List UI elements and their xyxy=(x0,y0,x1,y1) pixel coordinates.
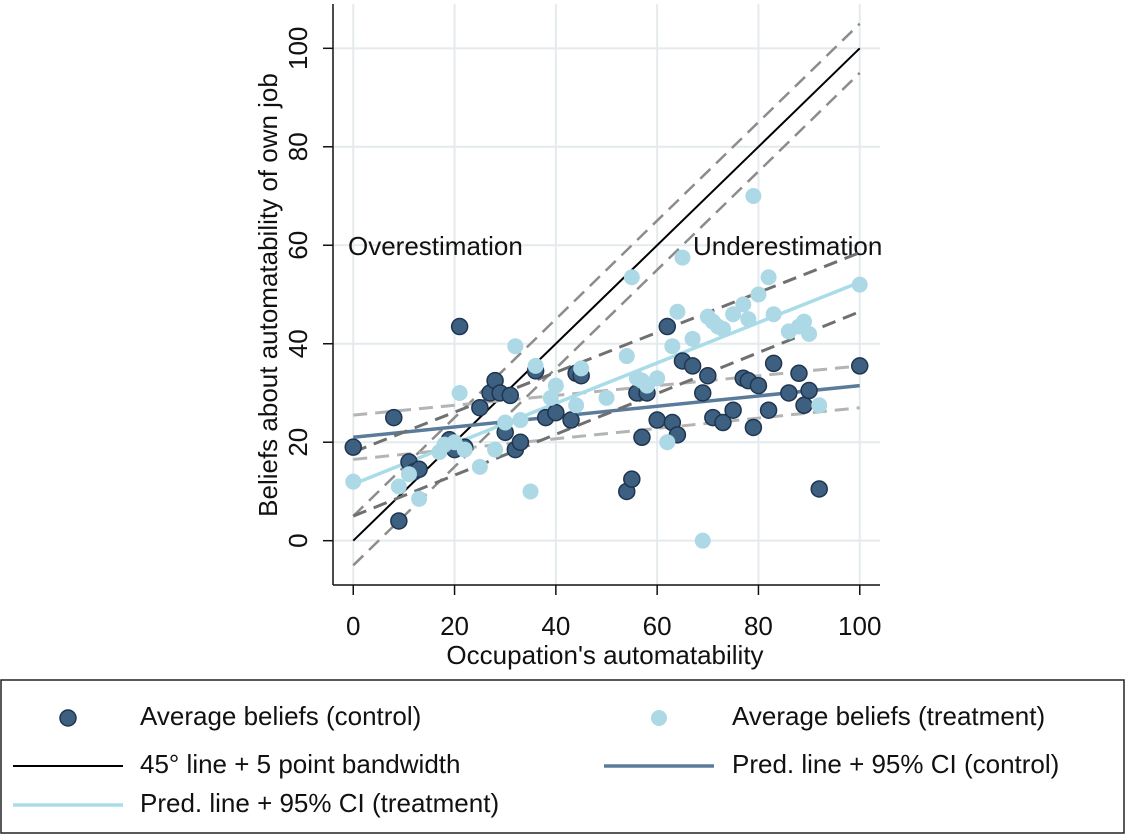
y-tick-label: 40 xyxy=(283,329,313,358)
y-tick-label: 100 xyxy=(283,27,313,70)
x-tick-label: 100 xyxy=(838,611,881,641)
legend-marker xyxy=(651,710,667,726)
band-line xyxy=(352,22,861,517)
data-point xyxy=(780,384,798,402)
data-point xyxy=(547,403,565,422)
pred-line xyxy=(353,383,860,440)
data-point xyxy=(801,325,818,342)
pred-line xyxy=(352,47,861,542)
data-point xyxy=(542,389,559,406)
legend-label: Average beliefs (treatment) xyxy=(732,701,1045,731)
ci-line xyxy=(352,310,861,518)
y-tick-label: 60 xyxy=(283,231,313,260)
y-tick-label: 20 xyxy=(283,428,313,457)
data-point xyxy=(693,384,712,402)
data-point xyxy=(674,249,691,266)
data-point xyxy=(744,418,763,437)
y-tick-label: 0 xyxy=(283,533,313,547)
data-point xyxy=(512,412,529,429)
data-point xyxy=(547,377,564,394)
y-tick-label: 80 xyxy=(283,132,313,161)
data-point xyxy=(649,370,666,387)
data-point xyxy=(760,269,777,286)
data-point xyxy=(759,401,778,419)
data-point xyxy=(471,398,489,417)
x-tick-label: 20 xyxy=(440,611,469,641)
data-point xyxy=(745,188,762,205)
legend-marker xyxy=(59,709,77,727)
data-point xyxy=(344,438,363,456)
ci-line xyxy=(353,406,860,461)
data-point xyxy=(664,338,681,355)
data-point xyxy=(714,413,732,432)
data-point xyxy=(765,306,782,323)
data-point xyxy=(811,397,828,414)
data-point xyxy=(623,269,640,286)
legend-label: Pred. line + 95% CI (treatment) xyxy=(140,788,499,818)
data-point xyxy=(568,397,585,414)
data-point xyxy=(390,512,408,530)
data-point xyxy=(487,441,504,458)
legend-label: Pred. line + 95% CI (control) xyxy=(732,749,1059,779)
data-point xyxy=(735,296,752,313)
legend-label: 45° line + 5 point bandwidth xyxy=(140,749,460,779)
pred-line xyxy=(352,280,861,486)
data-point xyxy=(451,384,468,401)
data-point xyxy=(618,348,635,365)
data-point xyxy=(385,408,403,427)
data-point xyxy=(507,338,524,355)
data-point xyxy=(683,357,702,375)
data-point xyxy=(800,381,818,400)
data-point xyxy=(511,433,530,451)
data-point xyxy=(658,317,677,336)
x-axis-label: Occupation's automatability xyxy=(446,640,763,670)
annotation: Overestimation xyxy=(348,231,523,261)
data-point xyxy=(659,434,676,451)
x-tick-label: 40 xyxy=(541,611,570,641)
data-point xyxy=(522,483,539,500)
data-point xyxy=(699,366,717,385)
data-point xyxy=(527,357,544,374)
data-point xyxy=(633,428,651,447)
data-point xyxy=(562,411,580,429)
data-point xyxy=(456,441,473,458)
data-point xyxy=(740,311,757,328)
y-axis-label: Beliefs about automatability of own job xyxy=(253,73,283,517)
data-point xyxy=(497,414,514,431)
data-point xyxy=(400,466,417,483)
data-point xyxy=(790,364,808,383)
data-point xyxy=(411,490,428,507)
data-point xyxy=(345,473,362,490)
data-point xyxy=(724,401,742,419)
data-point xyxy=(714,320,731,337)
data-point xyxy=(796,313,813,330)
data-point xyxy=(390,478,407,495)
data-point xyxy=(450,317,469,336)
data-point xyxy=(850,357,869,375)
data-point xyxy=(764,354,783,373)
ci-line xyxy=(352,251,861,454)
data-point xyxy=(725,306,742,323)
data-point xyxy=(684,330,701,347)
legend-label: Average beliefs (control) xyxy=(140,701,421,731)
x-tick-label: 80 xyxy=(744,611,773,641)
data-point xyxy=(810,480,828,498)
x-tick-label: 0 xyxy=(346,611,360,641)
data-point xyxy=(851,276,868,293)
data-point xyxy=(669,303,686,320)
data-point xyxy=(750,286,767,303)
data-point xyxy=(648,411,666,429)
data-point xyxy=(694,532,711,549)
data-point xyxy=(795,396,813,415)
data-point xyxy=(573,360,590,377)
data-point xyxy=(623,470,641,488)
x-tick-label: 60 xyxy=(643,611,672,641)
data-point xyxy=(501,386,520,405)
data-point xyxy=(471,458,488,475)
data-point xyxy=(749,376,768,395)
legend-box xyxy=(0,679,1125,834)
data-point xyxy=(598,389,615,406)
